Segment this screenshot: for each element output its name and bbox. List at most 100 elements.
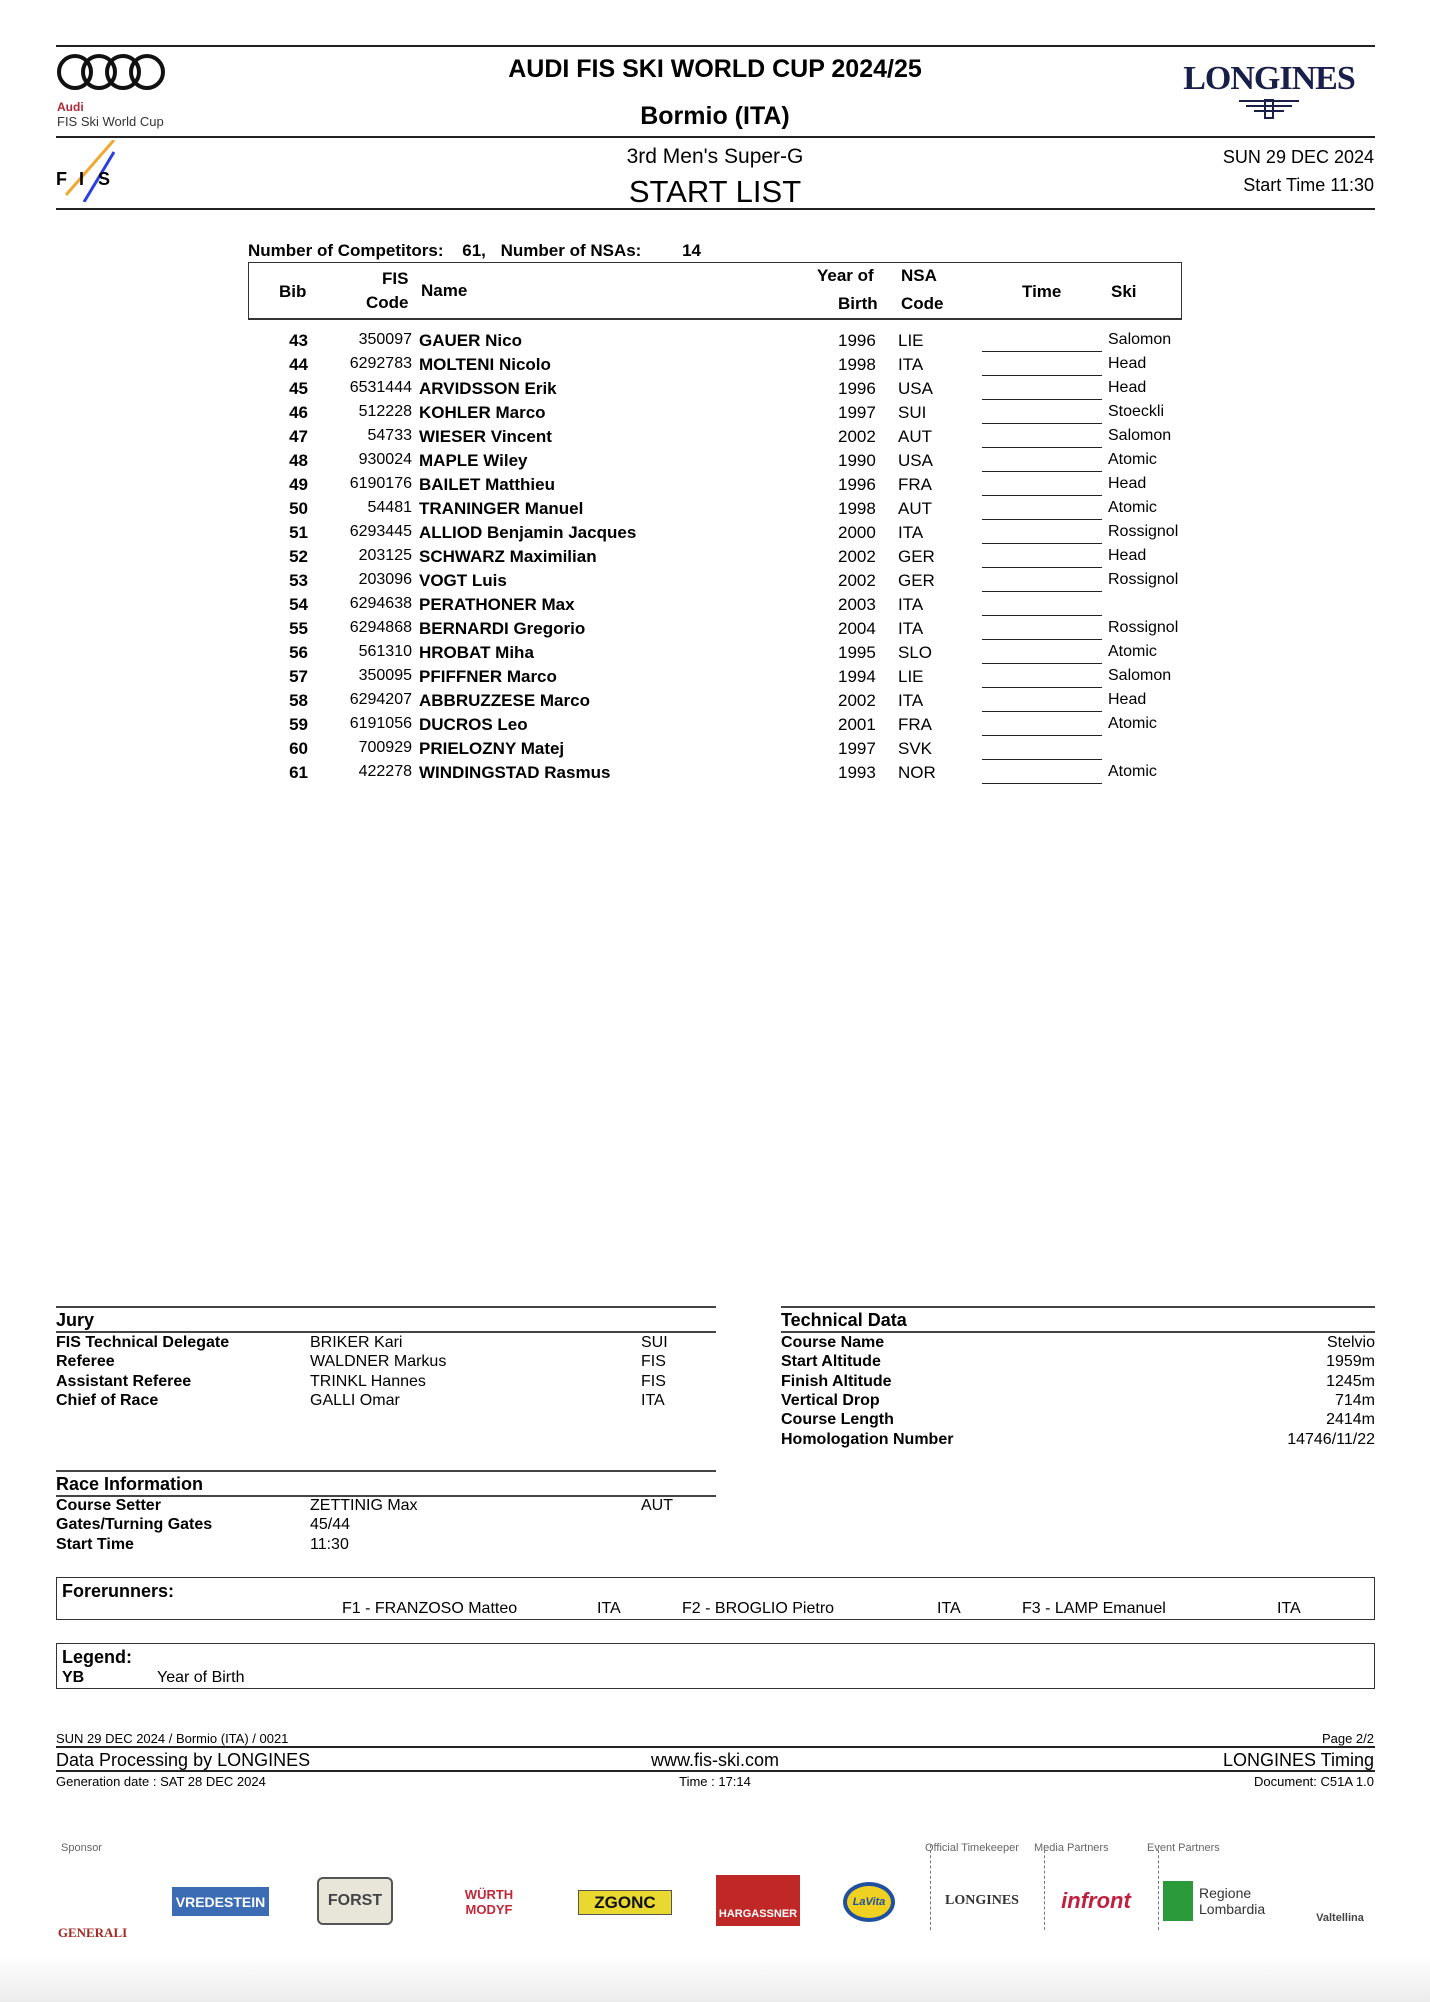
website-link[interactable]: www.fis-ski.com bbox=[650, 1750, 779, 1770]
cell-yb: 1996 bbox=[838, 331, 876, 350]
legend-box: Legend: YB Year of Birth bbox=[56, 1643, 1375, 1689]
cell-bib: 53 bbox=[289, 571, 308, 590]
time-blank bbox=[982, 711, 1102, 712]
cell-ski: Rossignol bbox=[1108, 523, 1179, 540]
col-bib: Bib bbox=[279, 282, 307, 301]
cell-ski: Atomic bbox=[1108, 763, 1157, 780]
divider bbox=[1044, 1845, 1045, 1930]
fis-logo: F I S bbox=[56, 139, 116, 207]
cell-name: WINDINGSTAD Rasmus bbox=[419, 763, 611, 782]
race-info-title: Race Information bbox=[56, 1474, 204, 1494]
cell-name: WIESER Vincent bbox=[419, 427, 552, 446]
timing-credit: LONGINES Timing bbox=[1222, 1750, 1374, 1770]
jury-rule bbox=[56, 1306, 716, 1308]
tech-label: Vertical Drop bbox=[781, 1391, 880, 1409]
cell-bib: 48 bbox=[289, 451, 308, 470]
cell-ski: Stoeckli bbox=[1108, 403, 1165, 420]
table-header: Bib FIS Code Name Year of Birth NSA Code… bbox=[248, 262, 1182, 320]
cell-bib: 56 bbox=[289, 643, 308, 662]
cell-ski: Atomic bbox=[1108, 499, 1157, 516]
cell-yb: 1998 bbox=[838, 355, 876, 374]
cell-name: GAUER Nico bbox=[419, 331, 522, 350]
cell-bib: 61 bbox=[289, 763, 308, 782]
table-row: 45 6531444 ARVIDSSON Erik 1996 USA Head bbox=[0, 379, 1430, 403]
cell-bib: 50 bbox=[289, 499, 308, 518]
time-blank bbox=[982, 447, 1102, 448]
audi-sub: FIS Ski World Cup bbox=[57, 114, 164, 129]
time-blank bbox=[982, 759, 1102, 760]
cell-bib: 57 bbox=[289, 667, 308, 686]
nsas-count: 14 bbox=[682, 241, 701, 260]
cell-ski: Head bbox=[1108, 475, 1147, 492]
cell-yb: 2002 bbox=[838, 691, 876, 710]
competitors-count: 61, bbox=[462, 241, 486, 260]
cell-code: 6294868 bbox=[349, 619, 412, 636]
cell-code: 54481 bbox=[367, 499, 413, 516]
cell-bib: 45 bbox=[289, 379, 308, 398]
cell-bib: 55 bbox=[289, 619, 308, 638]
longines-wings-icon bbox=[1239, 99, 1299, 119]
cell-name: MAPLE Wiley bbox=[419, 451, 528, 470]
generali-logo: GENERALI bbox=[57, 1925, 128, 1940]
table-row: 61 422278 WINDINGSTAD Rasmus 1993 NOR Atomic bbox=[0, 763, 1430, 787]
table-row: 49 6190176 BAILET Matthieu 1996 FRA Head bbox=[0, 475, 1430, 499]
table-row: 50 54481 TRANINGER Manuel 1998 AUT Atomic bbox=[0, 499, 1430, 523]
col-year-of-birth-2: Birth bbox=[838, 294, 878, 313]
tech-label: Course Name bbox=[781, 1334, 885, 1351]
cell-yb: 1995 bbox=[838, 643, 876, 662]
regione-lombardia-logo: Regione Lombardia bbox=[1163, 1880, 1283, 1922]
jury-name: TRINKL Hannes bbox=[310, 1372, 426, 1390]
media-label: Media Partners bbox=[1034, 1842, 1109, 1854]
start-time: Start Time 11:30 bbox=[1243, 175, 1374, 195]
time-blank bbox=[982, 591, 1102, 592]
cell-nsa: ITA bbox=[898, 523, 924, 542]
col-nsa-code: NSA bbox=[901, 266, 937, 285]
time-blank bbox=[982, 495, 1102, 496]
forerunner-1-nat: ITA bbox=[597, 1600, 621, 1617]
table-row: 44 6292783 MOLTENI Nicolo 1998 ITA Head bbox=[0, 355, 1430, 379]
lombardia-emblem-icon bbox=[1163, 1881, 1193, 1921]
table-row: 57 350095 PFIFFNER Marco 1994 LIE Salomon bbox=[0, 667, 1430, 691]
fis-logo-icon: F I S bbox=[56, 139, 116, 203]
time-blank bbox=[982, 423, 1102, 424]
cell-ski: Salomon bbox=[1108, 427, 1172, 444]
time-blank bbox=[982, 615, 1102, 616]
cell-nsa: USA bbox=[898, 451, 933, 470]
lavita-logo: LaVita bbox=[843, 1882, 895, 1922]
cell-ski: Head bbox=[1108, 379, 1147, 396]
cell-yb: 1997 bbox=[838, 403, 876, 422]
cell-nsa: ITA bbox=[898, 619, 924, 638]
table-row: 53 203096 VOGT Luis 2002 GER Rossignol bbox=[0, 571, 1430, 595]
tech-rule-2 bbox=[781, 1331, 1375, 1333]
table-row: 46 512228 KOHLER Marco 1997 SUI Stoeckli bbox=[0, 403, 1430, 427]
cell-ski: Atomic bbox=[1108, 643, 1157, 660]
race-info-label: Course Setter bbox=[56, 1497, 161, 1514]
jury-role: Chief of Race bbox=[56, 1391, 159, 1409]
audi-brand: Audi bbox=[57, 100, 84, 114]
cell-code: 6294638 bbox=[349, 595, 412, 612]
tech-value: 1959m bbox=[1326, 1353, 1375, 1371]
col-fis-code-2: Code bbox=[366, 293, 409, 312]
jury-nat: SUI bbox=[641, 1334, 668, 1351]
cell-nsa: AUT bbox=[898, 499, 932, 518]
tech-label: Finish Altitude bbox=[781, 1372, 892, 1390]
divider bbox=[1158, 1845, 1159, 1930]
cell-ski: Head bbox=[1108, 691, 1147, 708]
forerunner-2-nat: ITA bbox=[937, 1600, 961, 1617]
cell-name: BERNARDI Gregorio bbox=[419, 619, 586, 638]
race-date: SUN 29 DEC 2024 bbox=[1222, 147, 1374, 167]
table-row: 54 6294638 PERATHONER Max 2003 ITA bbox=[0, 595, 1430, 619]
race-info-rule-2 bbox=[56, 1495, 716, 1497]
cell-yb: 2000 bbox=[838, 523, 876, 542]
cell-nsa: USA bbox=[898, 379, 933, 398]
header-rule-bottom bbox=[56, 208, 1375, 210]
venue: Bormio (ITA) bbox=[640, 102, 790, 130]
cell-name: DUCROS Leo bbox=[419, 715, 528, 734]
tech-rule bbox=[781, 1306, 1375, 1308]
cell-code: 422278 bbox=[358, 763, 412, 780]
event-name: 3rd Men's Super-G bbox=[626, 145, 804, 168]
cell-code: 512228 bbox=[358, 403, 412, 420]
svg-text:I: I bbox=[79, 169, 84, 189]
jury-name: BRIKER Kari bbox=[310, 1334, 403, 1351]
cell-yb: 1998 bbox=[838, 499, 876, 518]
